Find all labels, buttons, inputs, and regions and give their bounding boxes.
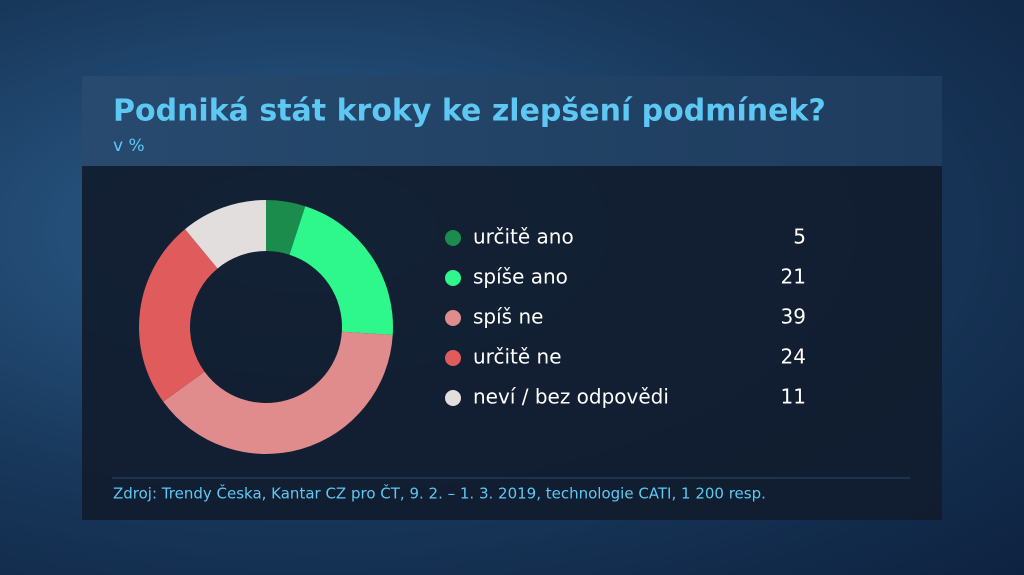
header-panel — [82, 76, 942, 166]
legend-marker — [445, 270, 461, 286]
value-label: 5 — [793, 225, 806, 249]
legend-label: spíše ano — [473, 265, 568, 289]
donut-segment — [266, 200, 306, 255]
legend-label: určitě ne — [473, 345, 562, 369]
source: Zdroj: Trendy Česka, Kantar CZ pro ČT, 9… — [113, 484, 766, 503]
donut-segment — [185, 200, 266, 269]
value-label: 39 — [781, 305, 806, 329]
value-label: 21 — [781, 265, 806, 289]
legend-label: spíš ne — [473, 305, 543, 329]
legend-marker — [445, 230, 461, 246]
donut-segment — [289, 206, 393, 335]
legend-label: neví / bez odpovědi — [473, 385, 669, 409]
donut-segment — [163, 331, 393, 454]
chart-subtitle: v % — [113, 136, 145, 156]
legend-marker — [445, 390, 461, 406]
legend-label: určitě ano — [473, 225, 574, 249]
value-label: 11 — [781, 385, 806, 409]
legend-marker — [445, 350, 461, 366]
legend-marker — [445, 310, 461, 326]
value-label: 24 — [781, 345, 806, 369]
chart-title: Podniká stát kroky ke zlepšení podmínek? — [113, 94, 826, 129]
donut-segment — [138, 229, 218, 402]
